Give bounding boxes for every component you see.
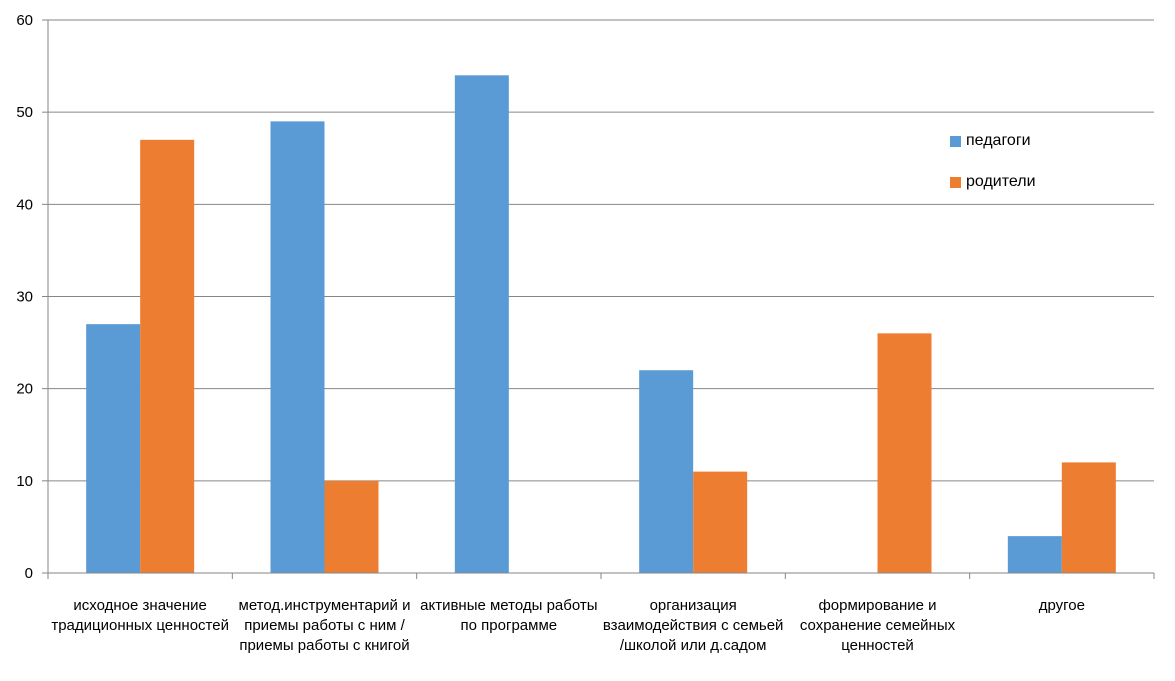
axes [47, 20, 1155, 579]
bar-parents [877, 333, 932, 573]
bar-parents [140, 139, 195, 574]
x-tick-label: организация взаимодействия с семьей /шко… [602, 597, 784, 654]
legend-swatch-parents [950, 176, 961, 188]
bar-teachers [639, 370, 694, 573]
bar-teachers [1007, 536, 1062, 573]
y-tick-label: 30 [16, 289, 33, 306]
bar-parents [693, 471, 748, 573]
y-tick-label: 0 [25, 565, 33, 582]
legend-item-parents: родители [950, 171, 1036, 193]
bar-teachers [454, 75, 509, 574]
legend-item-teachers: педагоги [950, 130, 1036, 152]
legend-label-parents: родители [966, 173, 1036, 190]
x-tick-label: формирование и сохранение семейных ценно… [799, 597, 956, 654]
y-tick-label: 10 [16, 473, 33, 490]
gridlines [42, 19, 1154, 574]
y-tick-label: 40 [16, 196, 33, 213]
bar-parents [1061, 462, 1116, 573]
y-tick-label: 20 [16, 381, 33, 398]
x-tick-label: активные методы работы по программе [420, 597, 598, 634]
y-tick-label: 50 [16, 104, 33, 121]
bar-teachers [86, 324, 141, 573]
x-tick-label: исходное значение традиционных ценностей [51, 597, 229, 634]
y-tick-label: 60 [16, 12, 33, 29]
bar-parents [324, 480, 379, 573]
bar-teachers [270, 121, 325, 573]
y-tick-labels: 0 10 20 30 40 50 60 [16, 12, 33, 582]
x-tick-label: другое [1038, 597, 1085, 614]
bars [86, 75, 1116, 574]
legend-label-teachers: педагоги [966, 132, 1031, 149]
legend: педагоги родители [950, 130, 1036, 212]
legend-swatch-teachers [950, 135, 961, 147]
x-tick-label: метод.инструментарий и приемы работы с н… [238, 597, 411, 654]
